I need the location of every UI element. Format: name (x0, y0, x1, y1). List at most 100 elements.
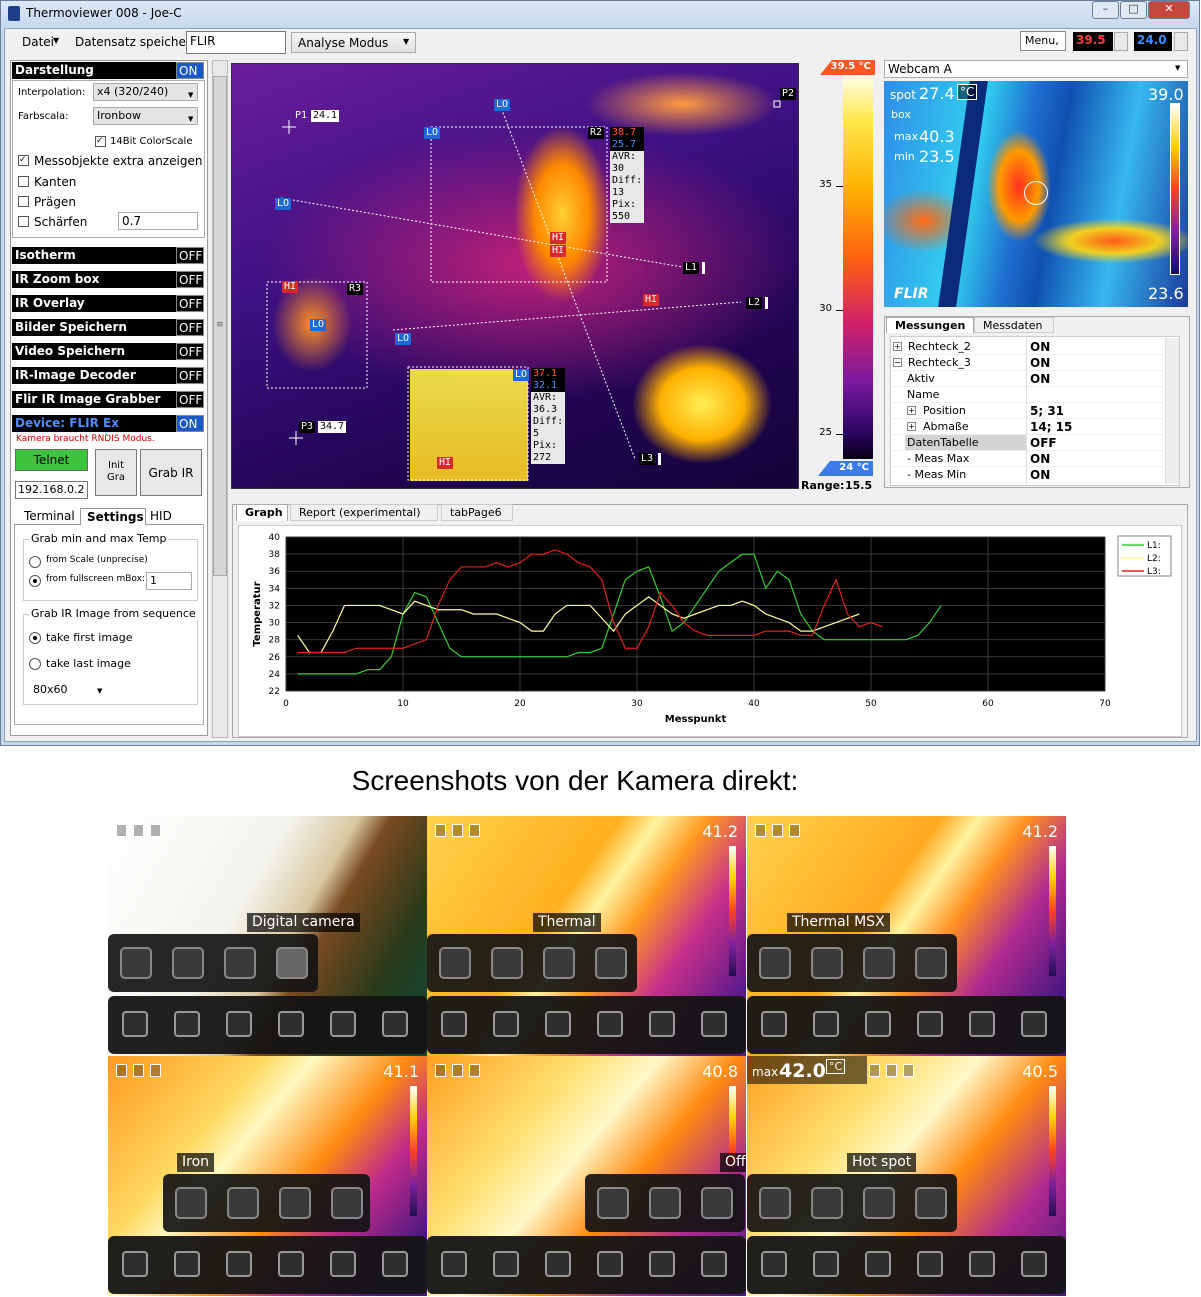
nav-icon[interactable] (441, 1251, 467, 1277)
nav-icon[interactable] (865, 1251, 891, 1277)
nav-icon[interactable] (649, 1011, 675, 1037)
menu-button[interactable]: Menu, (1020, 31, 1066, 51)
toggle-state[interactable]: OFF (176, 391, 204, 408)
mode-icon[interactable] (863, 947, 895, 979)
min-temp[interactable]: 24.0 (1134, 32, 1172, 51)
nav-icon[interactable] (649, 1251, 675, 1277)
nav-icon[interactable] (278, 1251, 304, 1277)
nav-icon[interactable] (174, 1251, 200, 1277)
checkbox[interactable] (18, 196, 29, 207)
scroll-thumb[interactable] (213, 76, 227, 576)
mode-icon[interactable] (227, 1187, 259, 1219)
mode-icon[interactable] (276, 947, 308, 979)
tab[interactable]: tabPage6 (441, 504, 513, 521)
nav-icon[interactable] (226, 1251, 252, 1277)
spin-button[interactable] (1114, 32, 1128, 51)
nav-bar[interactable] (108, 1236, 427, 1294)
mode-icon[interactable] (172, 947, 204, 979)
nav-icon[interactable] (813, 1011, 839, 1037)
mode-icon[interactable] (759, 947, 791, 979)
radio-button[interactable] (29, 658, 41, 670)
toggle-state[interactable]: OFF (176, 247, 204, 264)
nav-icon[interactable] (761, 1251, 787, 1277)
nav-icon[interactable] (226, 1011, 252, 1037)
expander[interactable]: + (907, 422, 916, 431)
mode-icon[interactable] (439, 947, 471, 979)
checkbox[interactable]: ✓ (18, 155, 29, 166)
tab[interactable]: Graph (236, 504, 288, 521)
mode-icon[interactable] (279, 1187, 311, 1219)
window-button[interactable]: □ (1120, 1, 1147, 19)
number-input[interactable]: 1 (146, 572, 192, 590)
combo[interactable]: 80x60 (33, 683, 68, 696)
mode-popup[interactable] (427, 934, 637, 992)
nav-icon[interactable] (174, 1011, 200, 1037)
tab[interactable]: Terminal (24, 509, 75, 523)
nav-icon[interactable] (545, 1251, 571, 1277)
nav-icon[interactable] (597, 1011, 623, 1037)
nav-icon[interactable] (1021, 1251, 1047, 1277)
nav-icon[interactable] (917, 1011, 943, 1037)
mode-icon[interactable] (915, 1187, 947, 1219)
nav-icon[interactable] (701, 1251, 727, 1277)
telnet-button[interactable]: Telnet (15, 449, 88, 471)
nav-icon[interactable] (441, 1011, 467, 1037)
mode-popup[interactable] (108, 934, 318, 992)
number-input[interactable]: 0.7 (118, 212, 198, 230)
toggle-state[interactable]: OFF (176, 319, 204, 336)
toggle-state[interactable]: OFF (176, 367, 204, 384)
nav-icon[interactable] (1021, 1011, 1047, 1037)
mode-popup[interactable] (163, 1174, 370, 1232)
mode-icon[interactable] (649, 1187, 681, 1219)
max-temp[interactable]: 39.5 (1073, 32, 1113, 51)
checkbox[interactable]: ✓ (95, 136, 106, 147)
tab[interactable]: Settings (80, 508, 146, 525)
nav-icon[interactable] (278, 1011, 304, 1037)
mode-icon[interactable] (175, 1187, 207, 1219)
toggle-state[interactable]: OFF (176, 271, 204, 288)
nav-icon[interactable] (917, 1251, 943, 1277)
expander[interactable]: + (893, 342, 902, 351)
tab[interactable]: Messdaten (974, 317, 1054, 333)
ip-input[interactable]: 192.168.0.2 (15, 481, 88, 499)
text-input[interactable]: FLIR (186, 31, 286, 54)
save-menu[interactable]: Datensatz speichern (75, 35, 199, 49)
nav-icon[interactable] (382, 1251, 408, 1277)
nav-icon[interactable] (330, 1011, 356, 1037)
nav-icon[interactable] (122, 1011, 148, 1037)
toggle-state[interactable]: ON (176, 415, 204, 432)
nav-bar[interactable] (747, 996, 1066, 1054)
combo[interactable]: x4 (320/240) (93, 83, 198, 101)
checkbox[interactable] (18, 176, 29, 187)
toggle-state[interactable]: OFF (176, 343, 204, 360)
nav-bar[interactable] (427, 996, 746, 1054)
checkbox[interactable] (18, 216, 29, 227)
source-combo[interactable]: Webcam A (884, 60, 1188, 78)
tab[interactable]: Messungen (886, 317, 974, 333)
nav-icon[interactable] (813, 1251, 839, 1277)
window-button[interactable]: – (1092, 1, 1119, 19)
file-menu[interactable]: Datei (22, 35, 55, 49)
window-button[interactable]: ✕ (1148, 1, 1190, 19)
mode-icon[interactable] (595, 947, 627, 979)
mode-icon[interactable] (811, 1187, 843, 1219)
nav-icon[interactable] (761, 1011, 787, 1037)
nav-icon[interactable] (969, 1011, 995, 1037)
expander[interactable]: + (907, 406, 916, 415)
nav-icon[interactable] (597, 1251, 623, 1277)
mode-icon[interactable] (759, 1187, 791, 1219)
nav-icon[interactable] (865, 1011, 891, 1037)
radio-button[interactable] (29, 632, 41, 644)
mode-icon[interactable] (543, 947, 575, 979)
nav-icon[interactable] (122, 1251, 148, 1277)
mode-popup[interactable] (747, 934, 957, 992)
nav-icon[interactable] (493, 1011, 519, 1037)
nav-icon[interactable] (382, 1011, 408, 1037)
mode-icon[interactable] (224, 947, 256, 979)
nav-bar[interactable] (427, 1236, 746, 1294)
nav-icon[interactable] (545, 1011, 571, 1037)
nav-icon[interactable] (701, 1011, 727, 1037)
mode-combo[interactable]: Analyse Modus (291, 32, 416, 53)
mode-icon[interactable] (491, 947, 523, 979)
nav-icon[interactable] (330, 1251, 356, 1277)
